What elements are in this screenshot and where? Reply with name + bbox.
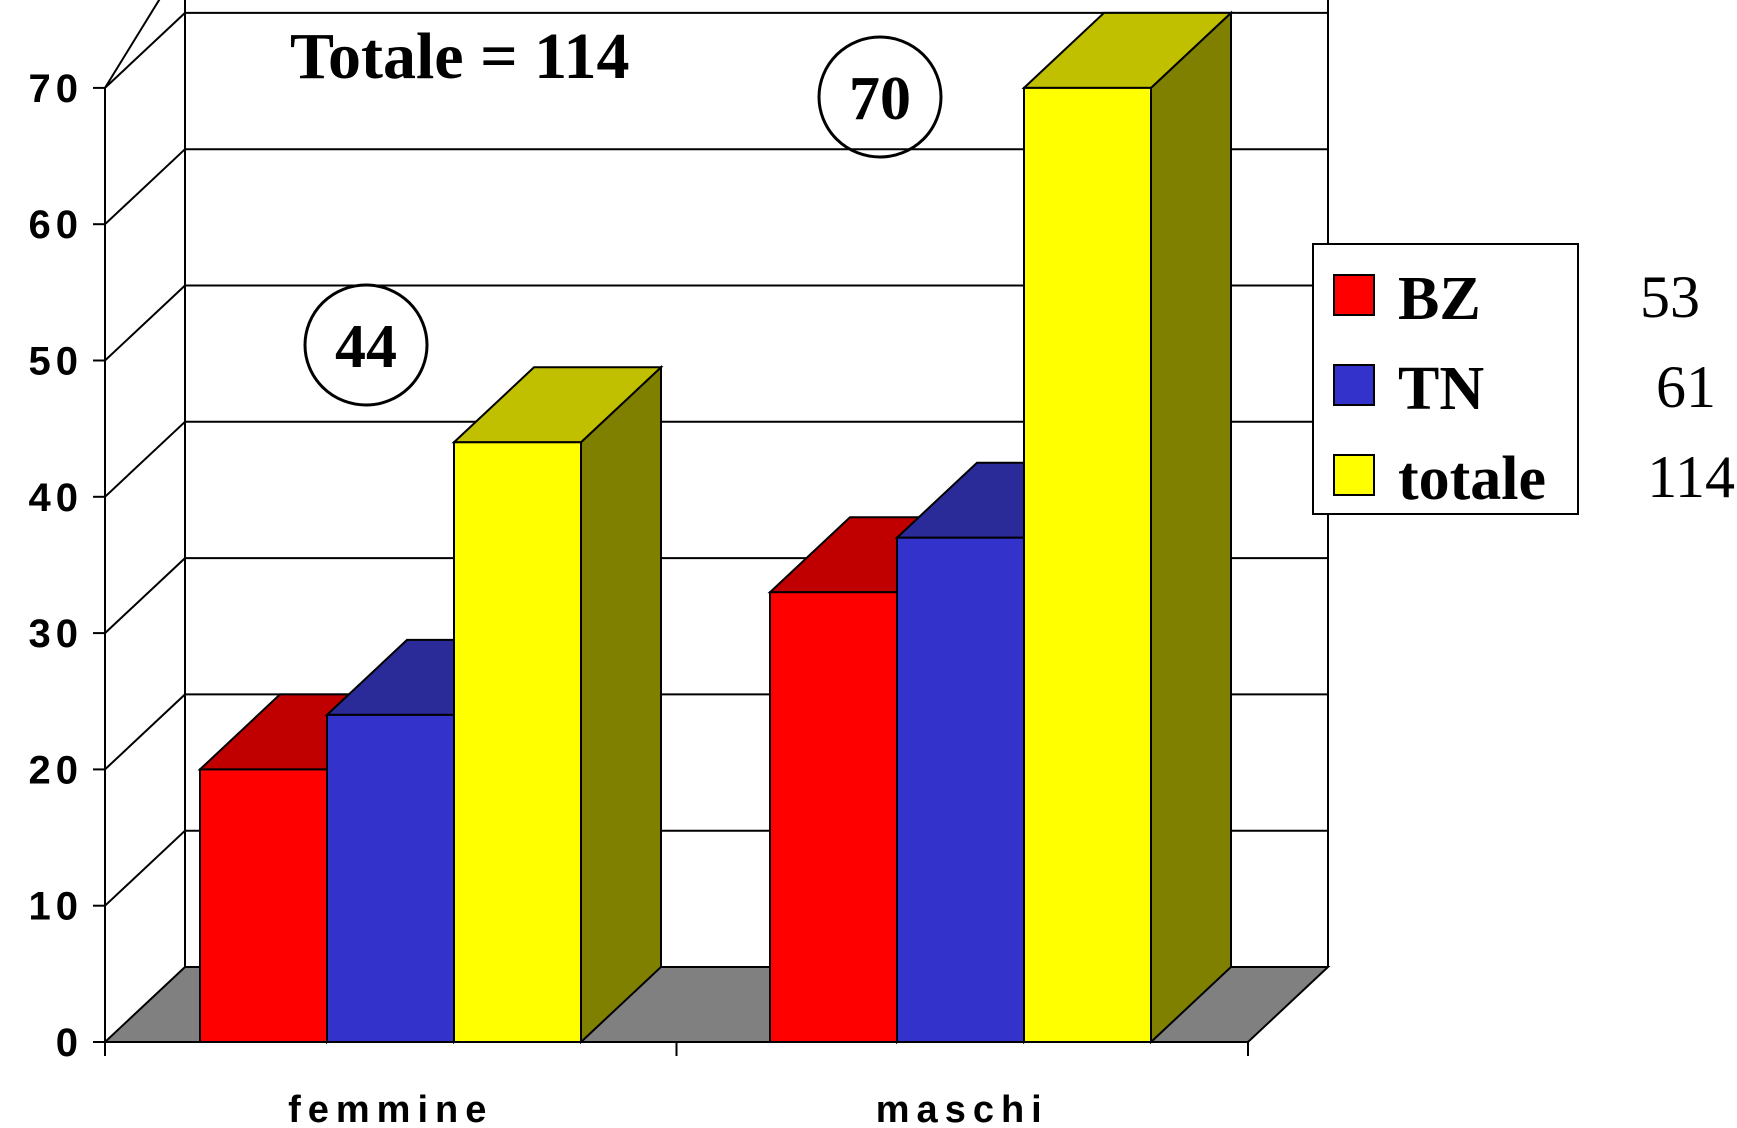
legend-totals: 53 61 114 xyxy=(1640,264,1735,510)
bar-side-face xyxy=(1150,10,1232,1045)
bar-front-face xyxy=(453,441,582,1043)
side-gridline xyxy=(104,12,186,89)
y-tick-label: 0 xyxy=(56,1021,83,1065)
annotation-circle xyxy=(303,283,429,407)
bars xyxy=(197,10,1234,1045)
legend: BZ TN totale xyxy=(1312,243,1579,515)
bar-front-face xyxy=(896,536,1025,1043)
chart-title: Totale = 114 xyxy=(290,20,630,93)
x-category-label: femmine xyxy=(288,1089,493,1128)
bar-totale-femmine xyxy=(451,364,664,1045)
y-tick-label: 50 xyxy=(29,340,84,384)
spacer xyxy=(105,0,185,88)
bar-totale-maschi xyxy=(1021,10,1234,1045)
bar-front-face xyxy=(199,768,328,1044)
y-tick-label: 20 xyxy=(29,748,84,792)
side-gridline xyxy=(104,148,186,225)
annotation-femmine: 44 xyxy=(303,283,429,407)
annotation-maschi: 70 xyxy=(817,35,943,159)
y-tick-label: 30 xyxy=(29,612,84,656)
bar-front-face xyxy=(1023,86,1152,1043)
y-tick-label: 40 xyxy=(29,476,84,520)
legend-swatch xyxy=(1333,274,1375,316)
legend-item-totale: totale xyxy=(1333,445,1546,513)
side-gridline xyxy=(104,284,186,362)
side-gridline xyxy=(104,557,186,634)
y-tick-label: 60 xyxy=(29,203,84,247)
side-wall-top-edge xyxy=(104,0,161,89)
x-category-label: maschi xyxy=(876,1089,1049,1128)
legend-total-value: 114 xyxy=(1647,444,1735,510)
legend-swatch xyxy=(1333,364,1375,406)
bar-front-face xyxy=(326,713,455,1043)
annotation-circle xyxy=(817,35,943,159)
legend-total-value: 61 xyxy=(1656,354,1716,420)
legend-label: BZ xyxy=(1398,265,1481,333)
legend-swatch xyxy=(1333,454,1375,496)
y-tick-label: 70 xyxy=(29,67,84,111)
x-axis: femmine maschi xyxy=(104,1041,1249,1128)
bar-side-face xyxy=(580,364,662,1045)
side-gridline xyxy=(104,829,186,907)
legend-item-TN: TN xyxy=(1333,355,1484,423)
y-axis: 0 10 20 30 40 50 60 70 xyxy=(29,67,106,1065)
legend-total-value: 53 xyxy=(1640,264,1700,330)
legend-label: totale xyxy=(1398,445,1546,513)
bar-front-face xyxy=(769,591,898,1044)
annotation-value: 44 xyxy=(335,313,397,381)
side-gridline xyxy=(104,421,186,498)
side-gridline xyxy=(104,693,186,771)
annotation-value: 70 xyxy=(849,65,911,133)
legend-label: TN xyxy=(1398,355,1484,423)
legend-item-BZ: BZ xyxy=(1333,265,1481,333)
y-tick-label: 10 xyxy=(29,885,84,929)
annotations: 44 70 xyxy=(303,35,943,407)
